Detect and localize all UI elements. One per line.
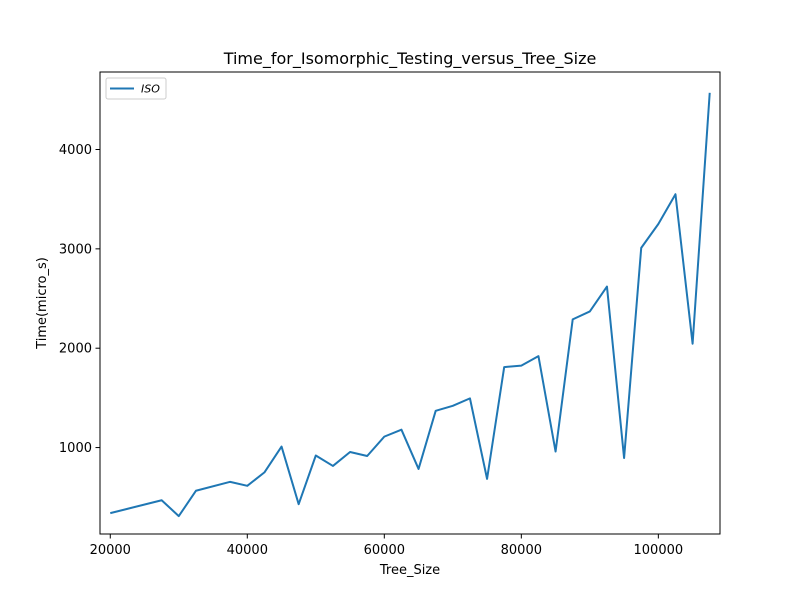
x-axis: 20000 40000 60000 80000 100000 xyxy=(90,534,684,558)
legend-box xyxy=(105,77,167,100)
x-tick-label: 40000 xyxy=(227,543,268,558)
x-axis-label: Tree_Size xyxy=(379,563,440,578)
series-line-iso xyxy=(110,92,711,518)
chart-title: Time_for_Isomorphic_Testing_versus_Tree_… xyxy=(223,49,597,69)
axes-frame xyxy=(99,71,721,535)
x-tick-label: 20000 xyxy=(90,543,131,558)
x-tick-label: 60000 xyxy=(364,543,405,558)
x-tick-label: 80000 xyxy=(501,543,542,558)
y-tick-label: 1000 xyxy=(59,441,92,456)
y-axis-label: Time(micro_s) xyxy=(35,257,50,350)
plot-area: 20000 40000 60000 80000 100000 1000 2000 3000 4… xyxy=(59,71,721,558)
legend: ISO xyxy=(105,77,167,100)
y-axis: 1000 2000 3000 4000 xyxy=(59,143,100,456)
legend-label-iso: ISO xyxy=(141,83,160,96)
series-layer xyxy=(110,92,711,518)
y-tick-label: 2000 xyxy=(59,342,92,357)
x-tick-label: 100000 xyxy=(634,543,684,558)
y-tick-label: 3000 xyxy=(59,242,92,257)
y-tick-label: 4000 xyxy=(59,143,92,158)
